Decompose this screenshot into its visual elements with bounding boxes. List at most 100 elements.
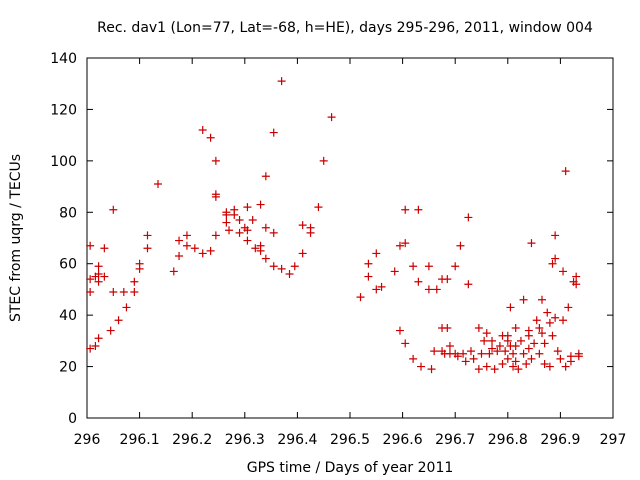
data-point: [540, 360, 549, 368]
data-point: [114, 316, 123, 325]
data-point: [482, 329, 491, 338]
data-point: [401, 205, 410, 214]
data-point: [537, 295, 546, 304]
data-point: [537, 329, 546, 338]
data-point: [453, 352, 462, 361]
data-point: [524, 331, 533, 340]
data-point: [86, 288, 95, 296]
data-point: [459, 349, 468, 358]
data-point: [464, 213, 473, 222]
data-point: [482, 362, 491, 371]
y-tick-label: 0: [68, 411, 77, 427]
data-point: [277, 77, 286, 86]
data-point: [222, 218, 231, 227]
data-point: [561, 167, 570, 176]
data-point: [122, 303, 131, 312]
data-point: [86, 275, 95, 284]
y-axis-label: STEC from uqrg / TECUs: [8, 154, 24, 322]
x-tick-labels: 296 296.1 296.2 296.3 296.4 296.5 296.6 296.7 29…: [74, 432, 627, 448]
y-tick-label: 40: [59, 308, 77, 324]
data-point: [424, 285, 433, 294]
x-tick-label: 296.7: [435, 432, 475, 448]
y-tick-labels: 0 20 40 60 80 100 120 140: [50, 51, 77, 427]
y-tick-label: 120: [50, 102, 77, 118]
data-point: [553, 347, 562, 356]
y-tick-label: 60: [59, 257, 77, 273]
data-point: [519, 295, 528, 304]
data-point: [211, 192, 220, 201]
data-point: [377, 282, 386, 291]
data-point: [119, 288, 128, 296]
data-point: [327, 113, 336, 122]
data-point: [488, 344, 497, 353]
y-tick-label: 80: [59, 205, 77, 221]
x-tick-label: 296.8: [488, 432, 528, 448]
data-point: [277, 264, 286, 273]
x-tick-label: 296.9: [540, 432, 580, 448]
x-tick-label: 296.3: [225, 432, 265, 448]
data-point: [395, 326, 404, 335]
data-point: [503, 354, 512, 363]
data-point: [574, 352, 583, 361]
x-tick-label: 296.5: [330, 432, 370, 448]
data-point: [175, 252, 184, 260]
data-point: [169, 267, 178, 276]
data-point: [198, 249, 207, 258]
data-point: [509, 349, 518, 358]
data-point: [135, 259, 144, 268]
data-point: [248, 216, 257, 224]
data-point: [154, 180, 163, 188]
data-point: [269, 228, 278, 237]
data-point: [506, 303, 515, 312]
data-point: [100, 272, 109, 281]
data-point: [514, 365, 523, 374]
data-point: [503, 336, 512, 345]
data-point: [225, 226, 234, 235]
data-point: [509, 362, 518, 371]
data-point: [143, 244, 152, 253]
data-point: [94, 334, 103, 343]
data-point: [490, 365, 499, 374]
data-point: [211, 156, 220, 165]
data-point: [206, 246, 215, 255]
data-point: [395, 241, 404, 250]
data-point: [372, 249, 381, 258]
data-point: [445, 342, 454, 350]
data-point: [298, 221, 307, 230]
data-point: [511, 324, 520, 332]
data-point: [251, 244, 260, 253]
axis-ticks: [86, 57, 614, 419]
data-point: [485, 349, 494, 358]
data-point: [130, 277, 139, 286]
data-point: [256, 200, 265, 209]
data-point: [401, 339, 410, 348]
data-point: [501, 347, 510, 356]
x-tick-label: 296.4: [277, 432, 317, 448]
data-point: [551, 313, 560, 322]
data-point: [516, 336, 525, 345]
data-point: [495, 342, 504, 350]
data-point: [198, 126, 207, 134]
data-point: [527, 354, 536, 363]
data-point: [401, 239, 410, 248]
data-point: [100, 244, 109, 253]
data-point: [190, 244, 199, 253]
data-points: [86, 77, 583, 374]
x-tick-label: 296.6: [383, 432, 423, 448]
data-point: [91, 342, 100, 350]
data-point: [522, 360, 531, 368]
data-point: [211, 231, 220, 240]
data-point: [527, 239, 536, 248]
data-point: [319, 156, 328, 165]
data-point: [551, 231, 560, 240]
data-point: [493, 347, 502, 356]
data-point: [430, 347, 439, 356]
data-point: [230, 210, 239, 219]
data-point: [548, 259, 557, 268]
data-point: [559, 267, 568, 276]
data-point: [451, 262, 460, 271]
data-point: [535, 349, 544, 358]
data-point: [364, 272, 373, 281]
data-point: [524, 344, 533, 353]
